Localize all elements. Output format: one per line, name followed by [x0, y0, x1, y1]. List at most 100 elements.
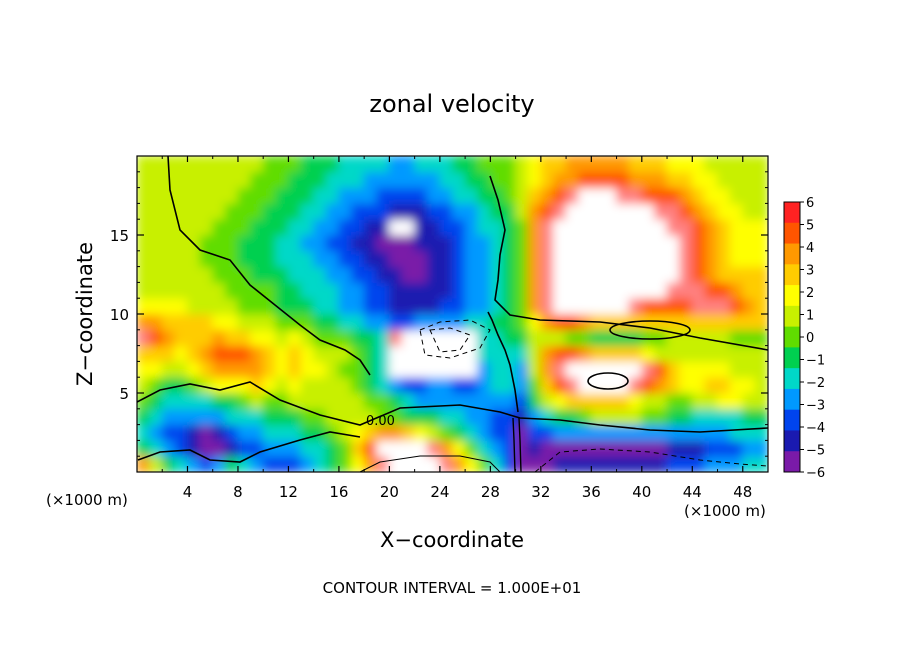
- heatmap-cell: [565, 424, 580, 441]
- heatmap-cell: [477, 329, 491, 347]
- heatmap-cell: [578, 455, 592, 472]
- heatmap-cell: [464, 187, 479, 204]
- heatmap-cell: [515, 455, 529, 472]
- heatmap-cell: [351, 281, 365, 299]
- heatmap-cell: [515, 392, 529, 410]
- heatmap-cell: [300, 297, 315, 315]
- heatmap-cell: [729, 360, 744, 378]
- heatmap-cell: [237, 439, 252, 457]
- heatmap-cell: [174, 187, 188, 204]
- heatmap-cell: [313, 266, 327, 283]
- heatmap-cell: [161, 345, 176, 362]
- heatmap-cell: [527, 424, 542, 441]
- heatmap-cell: [426, 171, 441, 189]
- heatmap-cell: [641, 250, 655, 268]
- heatmap-cell: [452, 313, 466, 331]
- heatmap-cell: [313, 439, 327, 457]
- heatmap-cell: [338, 424, 353, 441]
- heatmap-cell: [489, 455, 504, 472]
- heatmap-cell: [224, 156, 239, 173]
- heatmap-cell: [704, 234, 719, 252]
- heatmap-cell: [426, 281, 441, 299]
- heatmap-cell: [477, 297, 491, 315]
- heatmap-cell: [137, 329, 151, 347]
- heatmap-cell: [351, 266, 365, 283]
- heatmap-cell: [527, 281, 542, 299]
- colorbar-swatch: [784, 202, 800, 224]
- heatmap-cell: [628, 218, 643, 236]
- heatmap-cell: [351, 297, 365, 315]
- heatmap-cell: [653, 376, 668, 394]
- heatmap-cell: [149, 345, 163, 362]
- heatmap-cell: [527, 297, 542, 315]
- heatmap-cell: [376, 250, 390, 268]
- heatmap-cell: [287, 250, 302, 268]
- heatmap-cell: [616, 376, 630, 394]
- heatmap-cell: [540, 156, 554, 173]
- heatmap-cell: [262, 202, 277, 220]
- heatmap-cell: [742, 202, 756, 220]
- heatmap-cell: [603, 266, 618, 283]
- heatmap-cell: [363, 202, 378, 220]
- heatmap-cell: [552, 439, 567, 457]
- heatmap-cell: [414, 187, 428, 204]
- heatmap-cell: [628, 234, 643, 252]
- heatmap-cell: [540, 439, 554, 457]
- heatmap-cell: [603, 297, 618, 315]
- heatmap-cell: [426, 408, 441, 426]
- heatmap-cell: [414, 266, 428, 283]
- heatmap-cell: [578, 234, 592, 252]
- heatmap-cell: [477, 250, 491, 268]
- heatmap-cell: [287, 360, 302, 378]
- heatmap-cell: [717, 360, 731, 378]
- heatmap-cell: [679, 392, 693, 410]
- heatmap-cell: [300, 313, 315, 331]
- heatmap-cell: [527, 392, 542, 410]
- heatmap-cell: [275, 345, 289, 362]
- heatmap-cell: [641, 234, 655, 252]
- heatmap-cell: [489, 266, 504, 283]
- heatmap-cell: [515, 360, 529, 378]
- heatmap-cell: [552, 281, 567, 299]
- x-tick-label: 24: [430, 483, 449, 501]
- heatmap-cell: [452, 218, 466, 236]
- heatmap-cell: [666, 281, 681, 299]
- heatmap-cell: [704, 187, 719, 204]
- heatmap-cell: [565, 281, 580, 299]
- heatmap-cell: [704, 313, 719, 331]
- heatmap-cell: [452, 266, 466, 283]
- heatmap-cell: [666, 250, 681, 268]
- closed-contour-right: [609, 320, 691, 340]
- heatmap-cell: [452, 424, 466, 441]
- heatmap-cell: [565, 266, 580, 283]
- heatmap-cell: [691, 187, 706, 204]
- heatmap-cell: [439, 266, 453, 283]
- heatmap-cell: [742, 250, 756, 268]
- heatmap-cell: [527, 250, 542, 268]
- heatmap-cell: [237, 187, 252, 204]
- heatmap-cell: [401, 187, 416, 204]
- heatmap-cell: [616, 455, 630, 472]
- heatmap-cell: [439, 218, 453, 236]
- heatmap-cell: [717, 297, 731, 315]
- heatmap-cell: [186, 218, 201, 236]
- heatmap-cell: [174, 329, 188, 347]
- heatmap-cell: [414, 218, 428, 236]
- heatmap-cell: [388, 345, 403, 362]
- heatmap-cell: [426, 376, 441, 394]
- heatmap-cell: [590, 156, 605, 173]
- heatmap-cell: [502, 156, 517, 173]
- heatmap-cell: [186, 392, 201, 410]
- heatmap-cell: [250, 218, 264, 236]
- heatmap-cell: [224, 408, 239, 426]
- heatmap-cell: [616, 329, 630, 347]
- heatmap-cell: [552, 360, 567, 378]
- heatmap-cell: [313, 250, 327, 268]
- heatmap-cell: [275, 408, 289, 426]
- heatmap-cell: [325, 281, 340, 299]
- heatmap-cell: [388, 329, 403, 347]
- contour-interval-footnote: CONTOUR INTERVAL = 1.000E+01: [323, 579, 582, 597]
- heatmap-cell: [464, 376, 479, 394]
- heatmap-cell: [149, 313, 163, 331]
- heatmap-cell: [426, 250, 441, 268]
